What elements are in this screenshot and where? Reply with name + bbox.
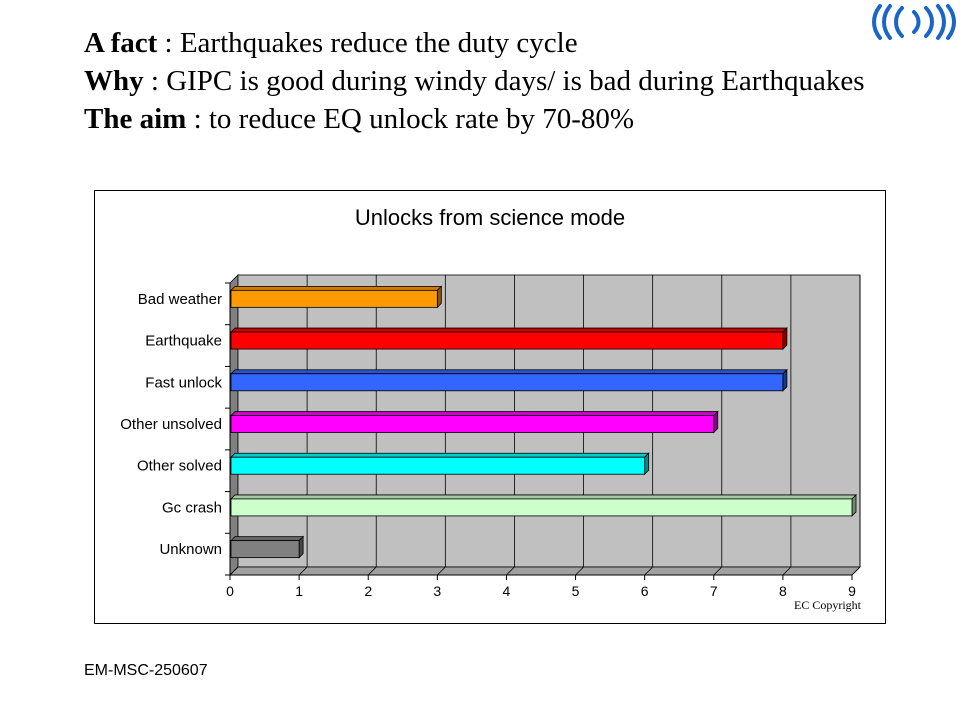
bar-top: [230, 411, 719, 416]
slide-heading: A fact : Earthquakes reduce the duty cyc…: [84, 24, 944, 138]
plot-floor: [229, 566, 861, 576]
slide-footer: EM-MSC-250607: [84, 662, 208, 679]
y-tick-label: Earthquake: [145, 333, 222, 350]
x-tick-label: 7: [710, 583, 718, 599]
bar-side: [644, 452, 650, 476]
x-tick-label: 1: [295, 583, 303, 599]
y-tick-label: Other solved: [137, 458, 222, 475]
copyright-note: EC Copyright: [794, 598, 862, 612]
heading-text-aim: : to reduce EQ unlock rate by 70-80%: [186, 103, 635, 135]
bar-top: [230, 536, 305, 542]
x-tick-label: 5: [572, 583, 580, 599]
bar-chart: 0 1 2 3 4 5 6 7 8 9 Bad weather Earthquake Fast unlo…: [120, 274, 861, 599]
bar-top: [230, 494, 857, 500]
floor-gridline: [367, 566, 377, 576]
floor-gridline: [575, 566, 584, 576]
floor-gridline: [437, 566, 446, 576]
virgo-waves-logo-icon: [872, 4, 956, 40]
heading-text-why: : GIPC is good during windy days/ is bad…: [143, 65, 865, 97]
bar: [230, 498, 853, 517]
bar: [230, 373, 784, 392]
x-tick-label: 8: [779, 583, 787, 599]
bar-top: [230, 327, 788, 333]
bar: [230, 331, 784, 350]
x-tick-label: 9: [848, 583, 856, 599]
heading-label-aim: The aim: [84, 103, 187, 135]
bar-side: [436, 285, 442, 309]
bar-top: [230, 369, 788, 375]
bar-top: [230, 452, 650, 458]
bar-side: [782, 327, 788, 351]
x-tick-label: 4: [503, 583, 511, 599]
y-tick-label: Other unsolved: [120, 416, 222, 433]
x-tick-label: 6: [641, 583, 649, 599]
heading-label-fact: A fact: [84, 27, 158, 59]
chart-title: Unlocks from science mode: [354, 205, 626, 230]
floor-gridline: [506, 566, 515, 576]
bar: [230, 289, 438, 308]
y-tick-label: Fast unlock: [145, 374, 222, 391]
bar: [230, 540, 300, 559]
floor-gridline: [229, 566, 239, 576]
floor-gridline: [782, 566, 792, 576]
heading-line-why: Why : GIPC is good during windy days/ is…: [84, 62, 944, 100]
floor-gridline: [298, 566, 308, 576]
heading-line-fact: A fact : Earthquakes reduce the duty cyc…: [84, 24, 944, 62]
bar-side: [851, 493, 857, 517]
bar: [230, 415, 715, 433]
y-tick-label: Bad weather: [138, 291, 222, 308]
x-tick-label: 2: [364, 583, 372, 599]
chart-frame: 0 1 2 3 4 5 6 7 8 9 Bad weather Earthquake Fast unlo…: [94, 190, 886, 624]
bar-side: [713, 410, 719, 434]
heading-text-fact: : Earthquakes reduce the duty cycle: [157, 27, 578, 59]
bar-side: [782, 368, 788, 392]
bar: [230, 456, 646, 475]
bar-top: [230, 285, 443, 291]
floor-gridline: [644, 566, 653, 576]
floor-gridline: [713, 566, 723, 576]
floor-gridline: [851, 566, 861, 576]
heading-line-aim: The aim : to reduce EQ unlock rate by 70…: [84, 100, 944, 138]
x-tick-label: 0: [226, 583, 234, 599]
heading-label-why: Why: [84, 65, 144, 97]
y-tick-label: Gc crash: [162, 499, 222, 516]
y-tick-label: Unknown: [159, 541, 222, 558]
bar-side: [298, 535, 304, 559]
x-tick-label: 3: [433, 583, 441, 599]
